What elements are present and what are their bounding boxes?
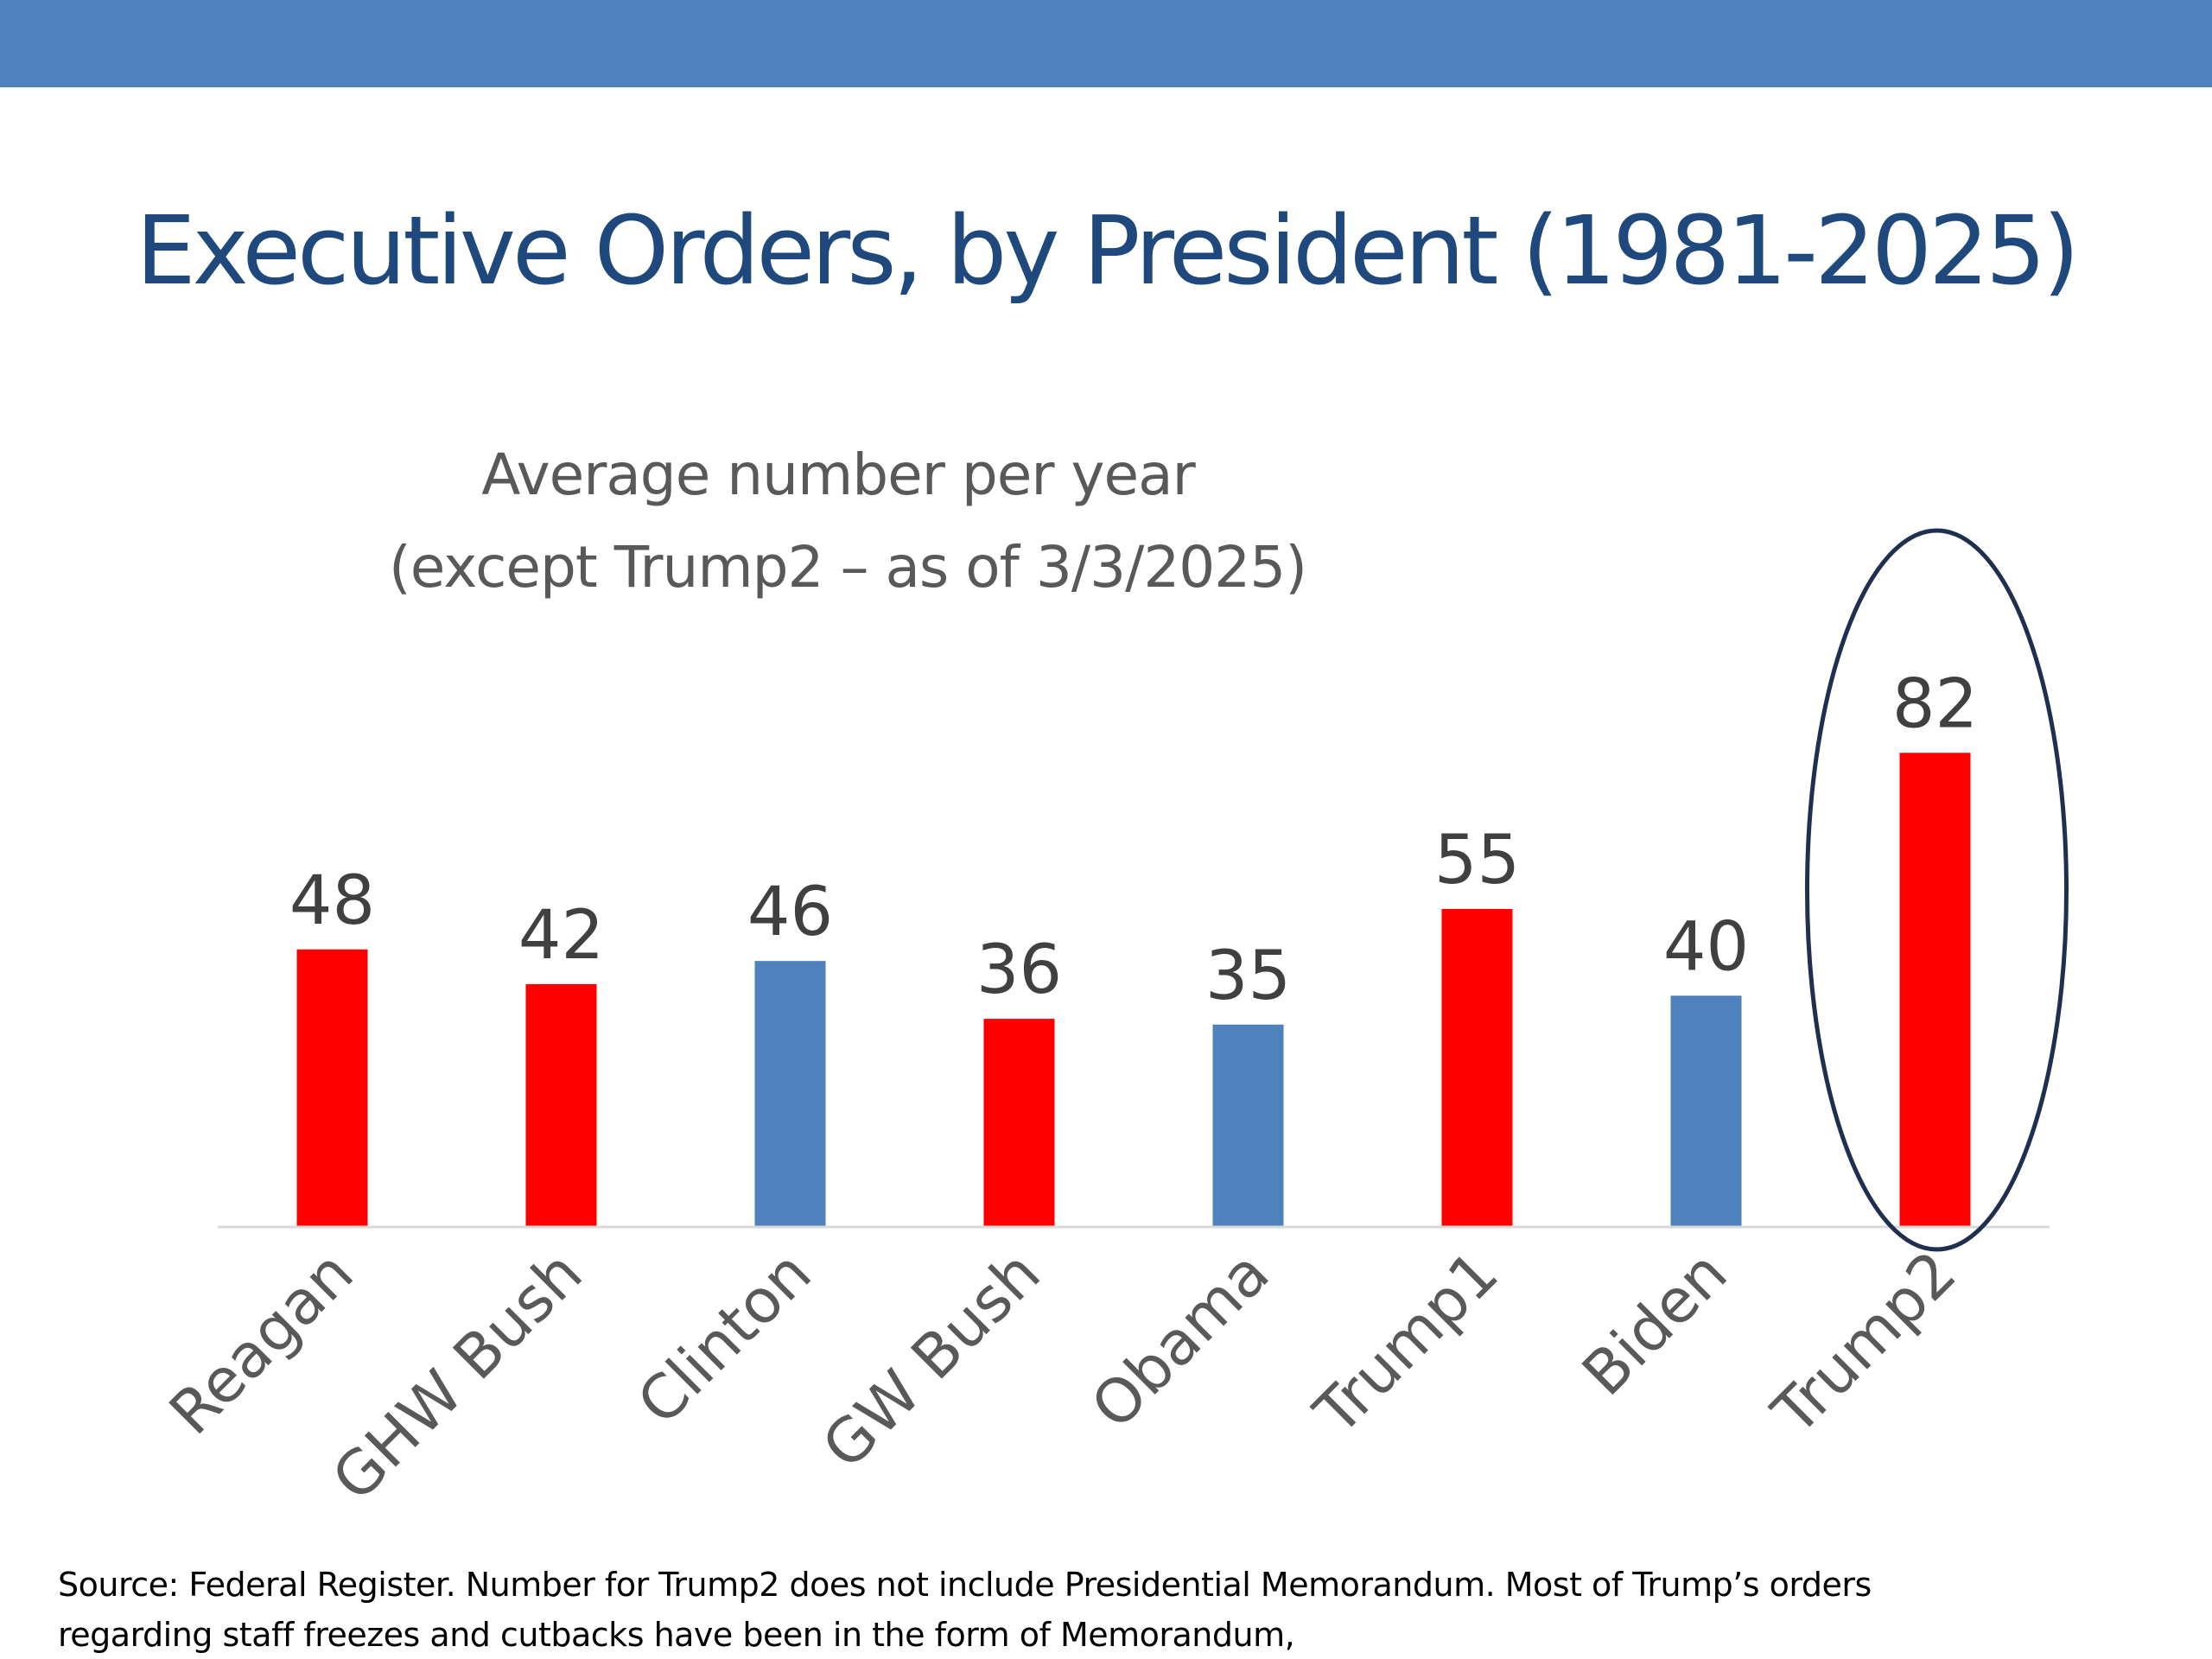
bar-gw-bush xyxy=(983,1019,1055,1227)
source-line-2: regarding staff freezes and cutbacks hav… xyxy=(58,1616,1295,1654)
bar-biden xyxy=(1670,995,1742,1227)
value-label: 42 xyxy=(518,897,604,975)
source-line-1: Source: Federal Register. Number for Tru… xyxy=(58,1566,1872,1604)
bar-obama xyxy=(1212,1024,1284,1227)
value-label: 55 xyxy=(1434,822,1520,899)
highlight-ellipse xyxy=(1805,528,2069,1252)
x-tick-label: Biden xyxy=(1569,1237,1741,1409)
x-tick-label: GW Bush xyxy=(809,1237,1054,1483)
value-label: 48 xyxy=(289,862,375,940)
bar-ghw-bush xyxy=(525,983,597,1227)
chart-subtitle-line1: Average number per year xyxy=(481,442,1195,508)
x-tick-label: Obama xyxy=(1077,1237,1282,1442)
header-bar xyxy=(0,0,2212,87)
bar-reagan xyxy=(296,949,368,1227)
bar-clinton xyxy=(754,961,826,1227)
value-label: 82 xyxy=(1892,665,1978,743)
x-tick-label: Trump2 xyxy=(1758,1237,1970,1449)
source-note: Source: Federal Register. Number for Tru… xyxy=(58,1560,2166,1659)
bar-trump1 xyxy=(1441,908,1513,1227)
x-tick-label: Trump1 xyxy=(1300,1237,1512,1449)
slide-title: Executive Orders, by President (1981-202… xyxy=(136,195,2080,306)
bar-trump2 xyxy=(1899,753,1971,1227)
value-label: 36 xyxy=(976,931,1062,1009)
x-tick-label: GHW Bush xyxy=(319,1237,596,1515)
x-tick-label: Reagan xyxy=(156,1237,366,1448)
x-tick-label: Clinton xyxy=(624,1237,824,1438)
value-label: 46 xyxy=(747,874,833,951)
bars-group xyxy=(296,753,1971,1227)
value-labels-group: 48 42 46 36 35 55 40 82 xyxy=(289,665,1978,1015)
chart-subtitle-line2: (except Trump2 – as of 3/3/2025) xyxy=(389,534,1307,601)
value-label: 40 xyxy=(1663,908,1749,986)
value-label: 35 xyxy=(1205,938,1291,1015)
